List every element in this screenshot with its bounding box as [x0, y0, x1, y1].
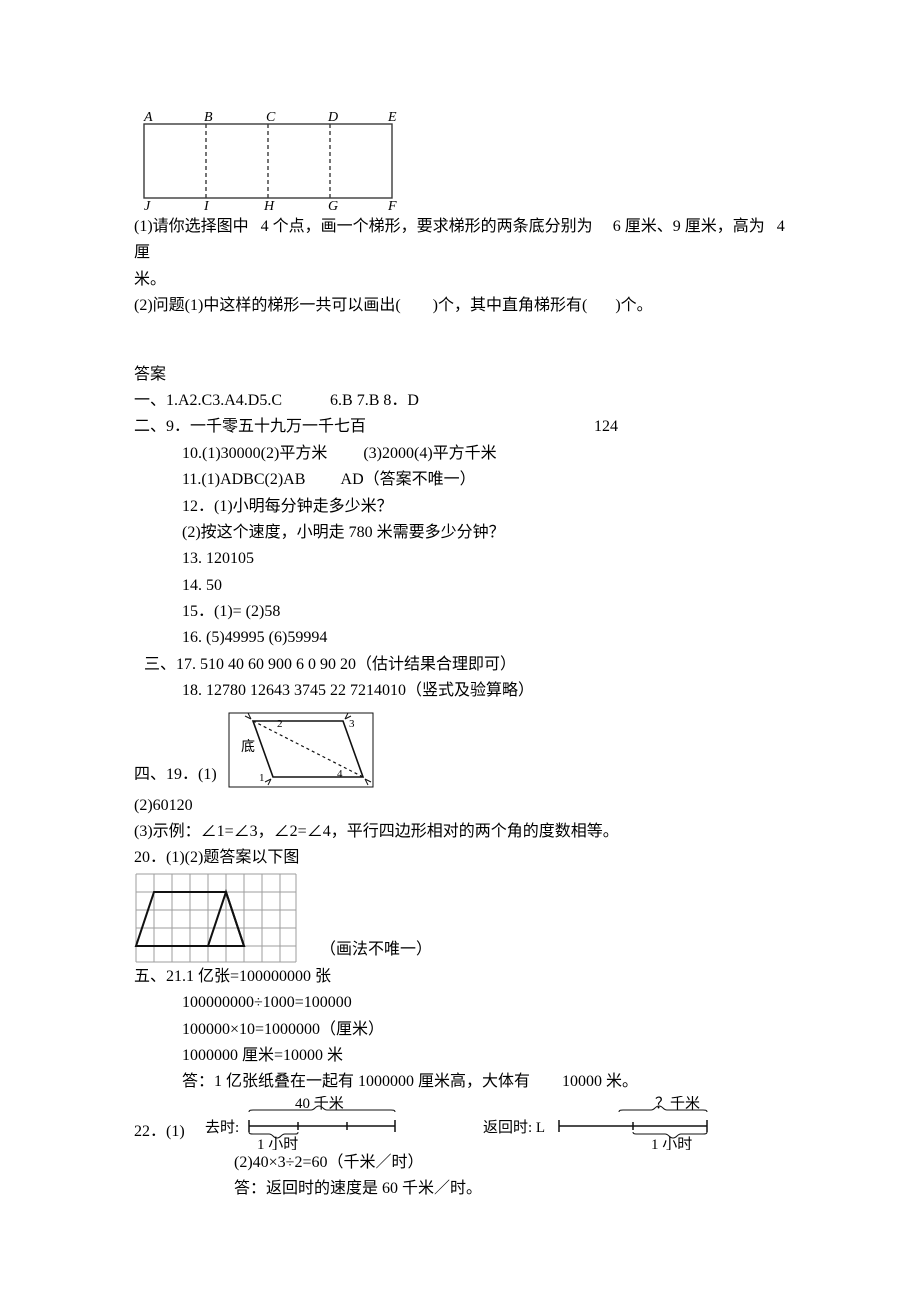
question-1-line2: 米。	[134, 267, 800, 293]
ans-sec2-9: 二、9．一千零五十九万一千七百 124	[134, 414, 800, 440]
ans-21-5b: 10000 米。	[562, 1073, 638, 1090]
ans-19-row: 四、19．(1) 2 3 1 4 底	[134, 707, 800, 793]
svg-text:3: 3	[349, 718, 355, 730]
figure-grid-shapes	[134, 872, 298, 964]
ans-6-8: 6.B 7.B 8．D	[330, 392, 419, 409]
ans-10a: 10.(1)30000(2)平方米	[182, 445, 327, 462]
ans-21-line4: 1000000 厘米=10000 米	[134, 1043, 800, 1069]
ans-22-label: 22．(1)	[134, 1119, 185, 1149]
label-back: 返回时: L	[483, 1119, 545, 1136]
ans-9b: 124	[594, 418, 618, 435]
ans-20-caption: （画法不唯一）	[298, 937, 432, 963]
svg-text:G: G	[328, 199, 338, 210]
ans-21-line5: 答：1 亿张纸叠在一起有 1000000 厘米高，大体有 10000 米。	[134, 1069, 800, 1095]
ans-11b: AD（答案不唯一）	[341, 471, 476, 488]
svg-text:2: 2	[277, 718, 283, 730]
answers-section: 答案 一、1.A2.C3.A4.D5.C 6.B 7.B 8．D 二、9．一千零…	[134, 362, 800, 1203]
q2-part-a: (2)问题(1)中这样的梯形一共可以画出(	[134, 297, 401, 314]
answers-title: 答案	[134, 362, 800, 388]
ans-19-label: 四、19．(1)	[134, 762, 217, 792]
ans-22-3: 答：返回时的速度是 60 千米／时。	[134, 1176, 800, 1202]
svg-text:J: J	[144, 199, 151, 210]
svg-text:1: 1	[259, 772, 265, 784]
ans-10: 10.(1)30000(2)平方米 (3)2000(4)平方千米	[134, 441, 800, 467]
figure-back-segment: 返回时: L ？千米 1 小时	[481, 1096, 721, 1150]
figure-grid-rectangle: A B C D E J I H G F	[134, 110, 404, 210]
svg-text:I: I	[203, 199, 210, 210]
svg-text:1 小时: 1 小时	[651, 1136, 692, 1150]
ans-11a: 11.(1)ADBC(2)AB	[182, 471, 305, 488]
svg-text:E: E	[387, 110, 397, 125]
svg-text:D: D	[327, 110, 338, 125]
ans-12a: 12．(1)小明每分钟走多少米？	[134, 494, 800, 520]
svg-text:F: F	[387, 199, 397, 210]
svg-text:1 小时: 1 小时	[257, 1136, 298, 1150]
ans-19-3: (3)示例：∠1=∠3，∠2=∠4，平行四边形相对的两个角的度数相等。	[134, 819, 800, 845]
ans-21-line1: 五、21.1 亿张=100000000 张	[134, 964, 800, 990]
ans-17: 三、17. 510 40 60 900 6 0 90 20（估计结果合理即可）	[134, 652, 800, 678]
q1-part-b: 4 个点，画一个梯形，要求梯形的两条底分别为	[261, 218, 593, 235]
ans-12b: (2)按这个速度，小明走 780 米需要多少分钟？	[134, 520, 800, 546]
ans-10b: (3)2000(4)平方千米	[363, 445, 496, 462]
q1-part-c: 6 厘米、9 厘米，高为	[613, 218, 765, 235]
ans-22-row: 22．(1) 去时: 40 千米 1 小时 返回时: L ？千米 1	[134, 1096, 800, 1150]
ans-16: 16. (5)49995 (6)59994	[134, 625, 800, 651]
svg-text:B: B	[204, 110, 213, 125]
svg-text:4: 4	[337, 768, 343, 780]
ans-sec1: 一、1.A2.C3.A4.D5.C 6.B 7.B 8．D	[134, 388, 800, 414]
ans-21-5a: 答：1 亿张纸叠在一起有 1000000 厘米高，大体有	[182, 1073, 530, 1090]
q1-part-a: (1)请你选择图中	[134, 218, 249, 235]
q2-part-c: )个。	[615, 297, 652, 314]
q2-part-b: )个，其中直角梯形有(	[433, 297, 588, 314]
svg-text:底: 底	[241, 739, 255, 755]
figure-parallelogram: 2 3 1 4 底	[223, 707, 379, 793]
ans-1-5: 一、1.A2.C3.A4.D5.C	[134, 392, 282, 409]
figure-go-segment: 去时: 40 千米 1 小时	[203, 1096, 423, 1150]
ans-9a: 二、9．一千零五十九万一千七百	[134, 418, 366, 435]
ans-14: 14. 50	[134, 573, 800, 599]
svg-text:A: A	[143, 110, 153, 125]
ans-20-figure-row: （画法不唯一）	[134, 872, 800, 964]
ans-20: 20．(1)(2)题答案以下图	[134, 845, 800, 871]
ans-11: 11.(1)ADBC(2)AB AD（答案不唯一）	[134, 467, 800, 493]
ans-21-line3: 100000×10=1000000（厘米）	[134, 1017, 800, 1043]
ans-15: 15．(1)= (2)58	[134, 599, 800, 625]
ans-19-2: (2)60120	[134, 793, 800, 819]
ans-18: 18. 12780 12643 3745 22 7214010（竖式及验算略）	[134, 678, 800, 704]
ans-13: 13. 120105	[134, 546, 800, 572]
question-1-line1: (1)请你选择图中 4 个点，画一个梯形，要求梯形的两条底分别为 6 厘米、9 …	[134, 214, 800, 267]
label-go: 去时:	[205, 1119, 239, 1136]
question-2: (2)问题(1)中这样的梯形一共可以画出( )个，其中直角梯形有( )个。	[134, 293, 800, 319]
svg-text:C: C	[266, 110, 276, 125]
svg-text:H: H	[263, 199, 275, 210]
ans-22-2: (2)40×3÷2=60（千米／时）	[134, 1150, 800, 1176]
ans-21-line2: 100000000÷1000=100000	[134, 990, 800, 1016]
